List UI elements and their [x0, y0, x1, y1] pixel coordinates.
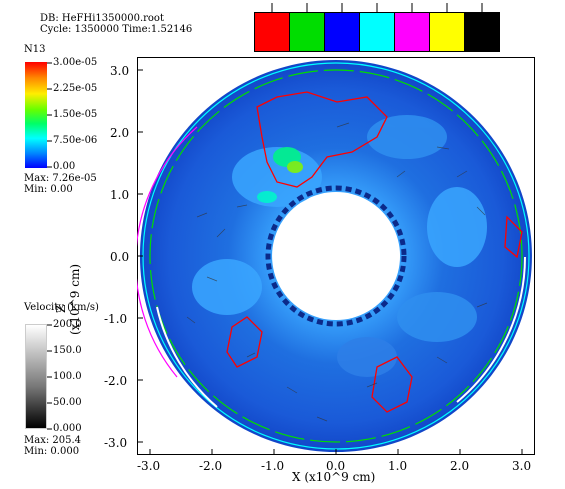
- velocity-vectors: [186, 122, 488, 422]
- n13-label-4: 7.50e-06: [53, 135, 98, 146]
- velocity-label-2: 150.0: [53, 345, 82, 356]
- x-tick-label: 0.0: [326, 459, 346, 473]
- x-tick-label: -2.0: [199, 459, 223, 473]
- swatch-magenta: [394, 12, 430, 52]
- y-axis-unit: (x10^9 cm): [68, 260, 82, 340]
- velocity-min-value: Min: 0.000: [24, 446, 80, 457]
- y-tick-label: -3.0: [104, 436, 128, 450]
- x-tick-label: 2.0: [450, 459, 470, 473]
- cycle-time-label: Cycle: 1350000 Time:1.52146: [40, 24, 193, 35]
- red-contours: [226, 91, 523, 413]
- y-tick-label: -1.0: [104, 312, 128, 326]
- velocity-label-max: 200.0: [53, 319, 82, 330]
- n13-label-2: 2.25e-05: [53, 83, 98, 94]
- y-tick-label: 3.0: [110, 64, 130, 78]
- database-label: DB: HeFHi1350000.root: [40, 13, 164, 24]
- n13-label-max: 3.00e-05: [53, 57, 98, 68]
- n13-colorbar-ticks: [47, 62, 52, 168]
- x-tick-label: 1.0: [388, 459, 408, 473]
- swatch-cyan: [359, 12, 395, 52]
- velocity-label-4: 50.00: [53, 397, 82, 408]
- velocity-colorbar-ticks: [47, 324, 52, 430]
- contour-swatches: [254, 0, 500, 54]
- magenta-contour: [137, 126, 198, 378]
- y-tick-label: 2.0: [110, 126, 130, 140]
- x-axis-label: X (x10^9 cm): [292, 470, 376, 484]
- inner-hole: [274, 194, 398, 318]
- green-contour: [149, 69, 523, 443]
- swatch-red: [254, 12, 290, 52]
- velocity-legend-title: Velocity (km/s): [24, 302, 99, 313]
- n13-legend-title: N13: [24, 44, 46, 55]
- swatch-yellow: [429, 12, 465, 52]
- plot-area: [137, 57, 535, 455]
- n13-colorbar: [25, 62, 47, 168]
- n13-label-3: 1.50e-05: [53, 109, 98, 120]
- velocity-max-value: Max: 205.4: [24, 435, 82, 446]
- y-tick-label: 1.0: [110, 188, 130, 202]
- velocity-colorbar: [25, 324, 47, 429]
- x-tick-label: -3.0: [137, 459, 161, 473]
- x-tick-label: 3.0: [512, 459, 532, 473]
- swatch-tick-strip: [254, 0, 500, 15]
- velocity-label-min: 0.000: [53, 423, 82, 434]
- swatch-blue: [324, 12, 360, 52]
- y-axis-label-line2: (x10^9 cm): [68, 263, 82, 335]
- y-axis-label: Z: [54, 255, 68, 315]
- swatch-green: [289, 12, 325, 52]
- swatch-black: [464, 12, 500, 52]
- inner-boundary: [265, 185, 407, 327]
- white-contour-left: [156, 306, 218, 408]
- y-tick-label: 0.0: [110, 250, 130, 264]
- n13-max-value: Max: 7.26e-05: [24, 173, 97, 184]
- n13-label-min: 0.00: [53, 161, 76, 172]
- white-contour: [456, 256, 526, 403]
- n13-min-value: Min: 0.00: [24, 184, 73, 195]
- x-tick-label: -1.0: [261, 459, 285, 473]
- velocity-label-3: 100.0: [53, 371, 82, 382]
- axis-ticks: [137, 69, 523, 455]
- ring-field: [139, 60, 532, 452]
- y-tick-label: -2.0: [104, 374, 128, 388]
- n13-patches: [192, 115, 487, 377]
- y-axis-label-line1: Z: [54, 304, 68, 313]
